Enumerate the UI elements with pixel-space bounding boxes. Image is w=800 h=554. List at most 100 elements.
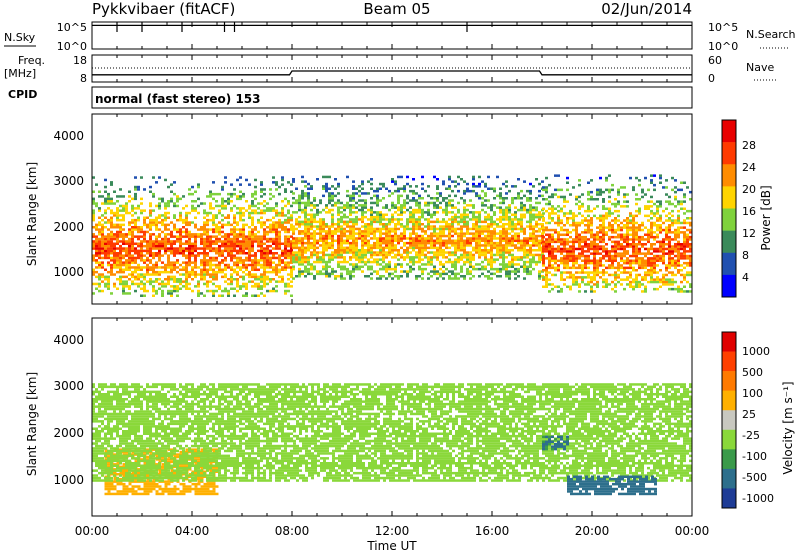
power-cell	[307, 218, 310, 221]
power-cell	[545, 285, 548, 288]
power-cell	[478, 275, 481, 278]
power-cell	[143, 244, 146, 248]
power-cell	[340, 249, 343, 252]
power-cell	[566, 188, 569, 192]
power-cell	[656, 257, 659, 260]
power-cell	[200, 270, 203, 274]
power-cell	[319, 223, 322, 226]
power-cell	[173, 280, 176, 283]
power-cell	[349, 258, 352, 261]
power-cell	[626, 219, 629, 222]
power-cell	[242, 294, 245, 297]
power-cell	[158, 228, 161, 231]
power-cell	[269, 252, 272, 255]
power-cell	[448, 218, 451, 221]
power-cell	[209, 289, 212, 293]
power-cell	[620, 264, 623, 267]
power-cell	[301, 197, 304, 200]
power-cell	[269, 240, 272, 243]
power-cell	[155, 254, 158, 257]
power-cell	[322, 251, 325, 254]
power-cell	[257, 240, 260, 243]
power-cell	[119, 252, 122, 255]
power-cell	[352, 241, 355, 245]
power-cell	[581, 221, 584, 225]
power-cell	[463, 225, 466, 228]
power-cell	[535, 230, 538, 233]
power-cell	[242, 263, 245, 267]
power-cell	[457, 175, 460, 179]
power-cell	[298, 237, 301, 240]
power-cell	[430, 239, 433, 242]
power-cell	[212, 273, 215, 276]
power-cell	[113, 202, 116, 205]
power-cell	[233, 268, 236, 271]
power-cell	[469, 263, 472, 266]
power-cell	[433, 230, 436, 233]
power-cell	[418, 197, 421, 200]
power-cell	[436, 237, 439, 240]
power-cell	[376, 246, 379, 250]
power-cell	[445, 241, 448, 245]
power-cell	[436, 241, 439, 245]
power-cell	[361, 211, 364, 214]
power-cell	[626, 240, 629, 244]
power-cell	[490, 234, 493, 238]
power-cell	[176, 247, 179, 250]
power-cell	[472, 223, 475, 226]
power-cell	[674, 264, 677, 267]
power-cell	[221, 240, 224, 243]
power-cell	[472, 215, 475, 219]
power-cell	[110, 259, 113, 262]
power-cell	[605, 259, 608, 262]
power-cell	[161, 242, 164, 245]
power-cell	[275, 263, 278, 267]
power-cell	[671, 261, 674, 265]
power-cell	[194, 226, 197, 229]
power-cell	[310, 225, 313, 228]
power-cell	[95, 275, 98, 279]
power-cell	[400, 208, 403, 212]
power-cell	[587, 231, 590, 234]
power-cell	[137, 268, 140, 271]
power-cell	[593, 245, 596, 248]
power-cell	[266, 207, 269, 210]
power-cell	[427, 234, 430, 238]
power-cell	[439, 260, 442, 264]
power-cell	[517, 220, 520, 224]
power-cell	[242, 278, 245, 281]
power-cell	[158, 282, 161, 286]
power-cell	[340, 234, 343, 238]
power-cell	[484, 249, 487, 252]
power-cell	[113, 282, 116, 286]
power-cell	[337, 227, 340, 231]
power-cell	[209, 280, 212, 283]
power-cell	[170, 249, 173, 253]
power-cell	[427, 225, 430, 228]
power-cell	[224, 176, 227, 179]
power-cell	[128, 252, 131, 255]
power-cell	[653, 202, 656, 206]
power-cell	[334, 239, 337, 242]
power-cell	[457, 232, 460, 235]
power-cell	[307, 234, 310, 238]
power-cell	[409, 256, 412, 259]
power-cell	[239, 211, 242, 215]
power-cell	[493, 267, 496, 271]
power-cell	[233, 256, 236, 260]
power-cell	[254, 235, 257, 238]
power-cell	[572, 257, 575, 260]
power-cell	[668, 217, 671, 220]
power-cell	[269, 207, 272, 210]
power-cell	[227, 223, 230, 227]
power-cell	[514, 246, 517, 250]
power-cell	[647, 261, 650, 265]
power-cell	[143, 259, 146, 262]
power-cell	[361, 192, 364, 195]
power-cell	[340, 275, 343, 278]
power-cell	[343, 267, 346, 271]
power-cell	[361, 241, 364, 245]
power-cell	[131, 228, 134, 231]
power-cell	[328, 211, 331, 214]
power-cell	[227, 254, 230, 257]
